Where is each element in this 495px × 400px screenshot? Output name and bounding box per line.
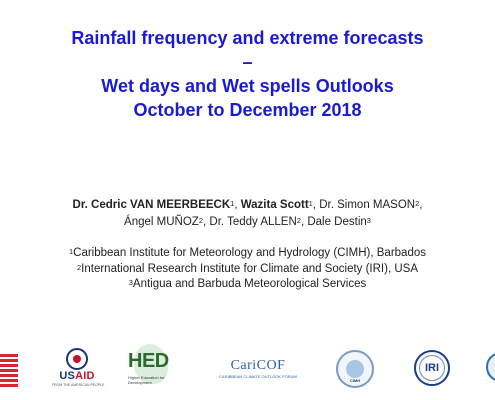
- title-dash: –: [242, 52, 253, 72]
- author-affil-mark: 1: [308, 199, 313, 208]
- author-affil-mark: 2: [198, 216, 203, 225]
- affiliation-text: Caribbean Institute for Meteorology and …: [73, 247, 426, 259]
- author-name: Dale Destin: [307, 216, 367, 228]
- partial-logo: [486, 352, 495, 386]
- usaid-seal-icon: [66, 348, 88, 370]
- caricof-word: CariCOF: [230, 358, 286, 373]
- us-flag-logo: [0, 354, 18, 388]
- iri-word: IRI: [424, 362, 440, 374]
- usaid-tagline: FROM THE AMERICAN PEOPLE: [52, 383, 105, 387]
- author-affil-mark: 1: [230, 199, 235, 208]
- usaid-word-us: US: [59, 370, 76, 382]
- hed-word: HED: [128, 350, 169, 372]
- author-affil-mark: 3: [366, 216, 371, 225]
- author-affil-mark: 2: [296, 216, 301, 225]
- affiliation-item: 3Antigua and Barbuda Meteorological Serv…: [0, 277, 495, 293]
- hed-leaf-icon: [134, 344, 168, 384]
- affiliation-text: International Research Institute for Cli…: [81, 262, 418, 275]
- cimh-seal-icon: CIMH: [336, 350, 374, 388]
- author-name: Wazita Scott: [240, 199, 309, 211]
- author-line-1: Dr. Cedric VAN MEERBEECK1, Wazita Scott1…: [72, 199, 423, 211]
- usaid-word-aid: AID: [75, 370, 95, 382]
- partner-logo-strip: USAID FROM THE AMERICAN PEOPLE HED Highe…: [0, 340, 495, 400]
- affiliation-list: 1Caribbean Institute for Meteorology and…: [0, 246, 495, 293]
- cimh-word: CIMH: [349, 378, 361, 383]
- affiliation-item: 1Caribbean Institute for Meteorology and…: [0, 246, 495, 262]
- author-affil-mark: 2: [415, 199, 420, 208]
- title-line-4: October to December 2018: [133, 100, 362, 120]
- title-line-3: Wet days and Wet spells Outlooks: [101, 76, 394, 96]
- hed-logo: HED Higher Education for Development: [116, 344, 178, 396]
- author-name: Dr. Teddy ALLEN: [209, 216, 297, 228]
- author-line-2: Ángel MUÑOZ2, Dr. Teddy ALLEN2, Dale Des…: [124, 216, 371, 228]
- iri-seal-icon: IRI: [414, 350, 450, 386]
- hed-tagline: Higher Education for Development: [128, 375, 165, 385]
- usaid-logo: USAID FROM THE AMERICAN PEOPLE: [52, 348, 105, 394]
- affiliation-mark: 3: [128, 278, 133, 287]
- caricof-logo: CariCOF CARIBBEAN CLIMATE OUTLOOK FORUM: [208, 358, 308, 388]
- author-name: Dr. Cedric VAN MEERBEECK: [72, 199, 231, 211]
- affiliation-text: Antigua and Barbuda Meteorological Servi…: [132, 278, 367, 290]
- author-list: Dr. Cedric VAN MEERBEECK1, Wazita Scott1…: [0, 197, 495, 231]
- cimh-logo: CIMH: [336, 350, 376, 390]
- affiliation-mark: 1: [68, 247, 74, 256]
- partial-seal-icon: [486, 352, 495, 382]
- author-name: Dr. Simon MASON: [319, 199, 416, 211]
- slide-title: Rainfall frequency and extreme forecasts…: [0, 26, 495, 122]
- iri-logo: IRI: [414, 350, 452, 388]
- author-name: Ángel MUÑOZ: [124, 216, 199, 228]
- caricof-tagline: CARIBBEAN CLIMATE OUTLOOK FORUM: [219, 374, 297, 379]
- affiliation-item: 2International Research Institute for Cl…: [0, 262, 495, 278]
- affiliation-mark: 2: [76, 262, 82, 272]
- title-line-1: Rainfall frequency and extreme forecasts: [71, 28, 424, 48]
